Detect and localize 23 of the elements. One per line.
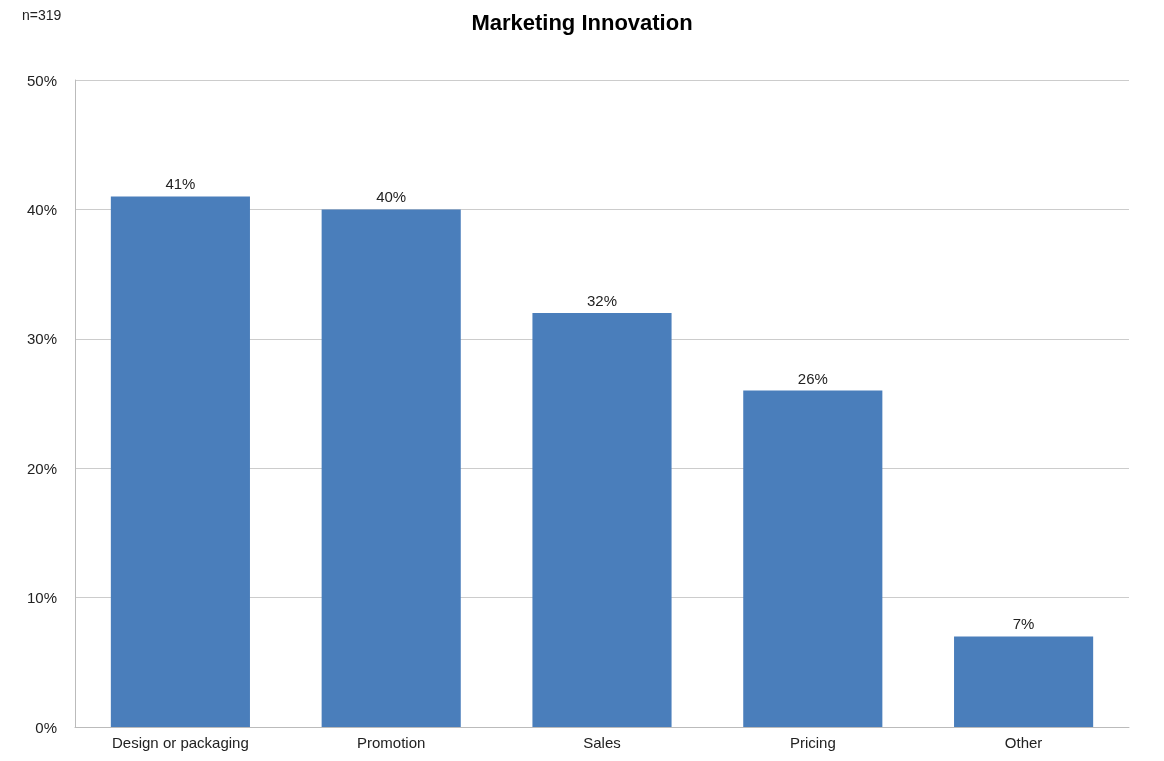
chart-title: Marketing Innovation (471, 9, 693, 35)
x-tick-label: Sales (583, 734, 621, 751)
data-label: 32% (586, 291, 618, 309)
x-tick-label: Other (1004, 734, 1043, 751)
bar (743, 390, 883, 727)
y-tick-label: 30% (26, 330, 57, 348)
text: n=319 (22, 7, 62, 23)
data-label: 41% (165, 175, 196, 193)
y-tick-label: 20% (26, 459, 57, 477)
bar (954, 636, 1094, 727)
bar (321, 209, 461, 727)
y-tick-label: 0% (35, 718, 57, 736)
data-label: 40% (376, 188, 407, 206)
x-tick-label: Promotion (357, 734, 426, 751)
y-tick-label: 50% (26, 71, 57, 89)
y-tick-label: 10% (26, 589, 57, 607)
y-tick-label: 40% (26, 200, 57, 218)
x-tick-label: Design or packaging (112, 734, 249, 751)
data-label: 7% (1012, 615, 1035, 633)
data-label: 26% (797, 369, 828, 387)
x-tick-label: Pricing (789, 734, 836, 751)
bar (110, 196, 250, 727)
bar (532, 312, 672, 727)
